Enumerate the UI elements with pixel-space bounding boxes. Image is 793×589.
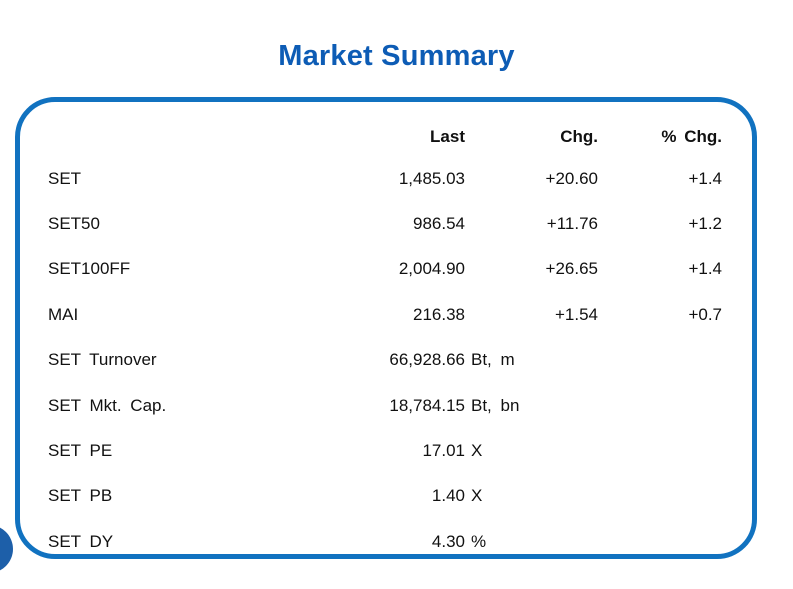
row-label: SET PB: [48, 486, 113, 506]
row-label: MAI: [48, 304, 79, 324]
corner-circle-decoration: [0, 525, 13, 573]
row-label: SET50: [48, 214, 100, 234]
row-label: SET DY: [48, 531, 114, 551]
table-header-row: Last Chg. % Chg.: [20, 118, 752, 156]
chg-value: +11.76: [546, 214, 598, 234]
last-value: 1.40: [431, 486, 465, 506]
chg-value: +20.60: [545, 168, 598, 188]
header-chg: Chg.: [560, 127, 598, 146]
pct-chg-value: +1.4: [688, 168, 722, 188]
pct-chg-value: +1.2: [688, 214, 722, 234]
pct-chg-value: +1.4: [688, 259, 722, 279]
market-summary-panel: Last Chg. % Chg. SET 1,485.03 +20.60 +1.…: [15, 97, 757, 559]
chg-value: +1.54: [554, 304, 598, 324]
header-last: Last: [430, 127, 465, 146]
last-unit: %: [471, 531, 487, 551]
last-value: 1,485.03: [398, 168, 465, 188]
last-value: 986.54: [413, 214, 465, 234]
table-row-mai: MAI 216.38 +1.54 +0.7: [20, 292, 752, 337]
last-value: 18,784.15: [389, 395, 465, 415]
table-row-set100ff: SET100FF 2,004.90 +26.65 +1.4: [20, 247, 752, 292]
pct-chg-value: +0.7: [688, 304, 722, 324]
last-unit: Bt, m: [471, 350, 515, 370]
last-unit: X: [471, 441, 483, 461]
last-value: 66,928.66: [389, 350, 465, 370]
table-row-set-pb: SET PB 1.40 X: [20, 474, 752, 519]
header-pct-chg: % Chg.: [661, 127, 722, 146]
table-row-set50: SET50 986.54 +11.76 +1.2: [20, 201, 752, 246]
row-label: SET Mkt. Cap.: [48, 395, 167, 415]
page-title: Market Summary: [278, 40, 515, 72]
last-value: 4.30: [431, 531, 465, 551]
table-row-set-turnover: SET Turnover 66,928.66 Bt, m: [20, 338, 752, 383]
row-label: SET Turnover: [48, 350, 157, 370]
row-label: SET: [48, 168, 82, 188]
last-value: 17.01: [422, 441, 465, 461]
table-row-set: SET 1,485.03 +20.60 +1.4: [20, 156, 752, 201]
chg-value: +26.65: [545, 259, 598, 279]
table-row-set-mkt-cap: SET Mkt. Cap. 18,784.15 Bt, bn: [20, 383, 752, 428]
last-unit: X: [471, 486, 483, 506]
last-unit: Bt, bn: [471, 395, 520, 415]
last-value: 2,004.90: [398, 259, 465, 279]
row-label: SET PE: [48, 441, 113, 461]
table-row-set-dy: SET DY 4.30 %: [20, 519, 752, 564]
table-row-set-pe: SET PE 17.01 X: [20, 428, 752, 473]
last-value: 216.38: [413, 304, 465, 324]
row-label: SET100FF: [48, 259, 131, 279]
